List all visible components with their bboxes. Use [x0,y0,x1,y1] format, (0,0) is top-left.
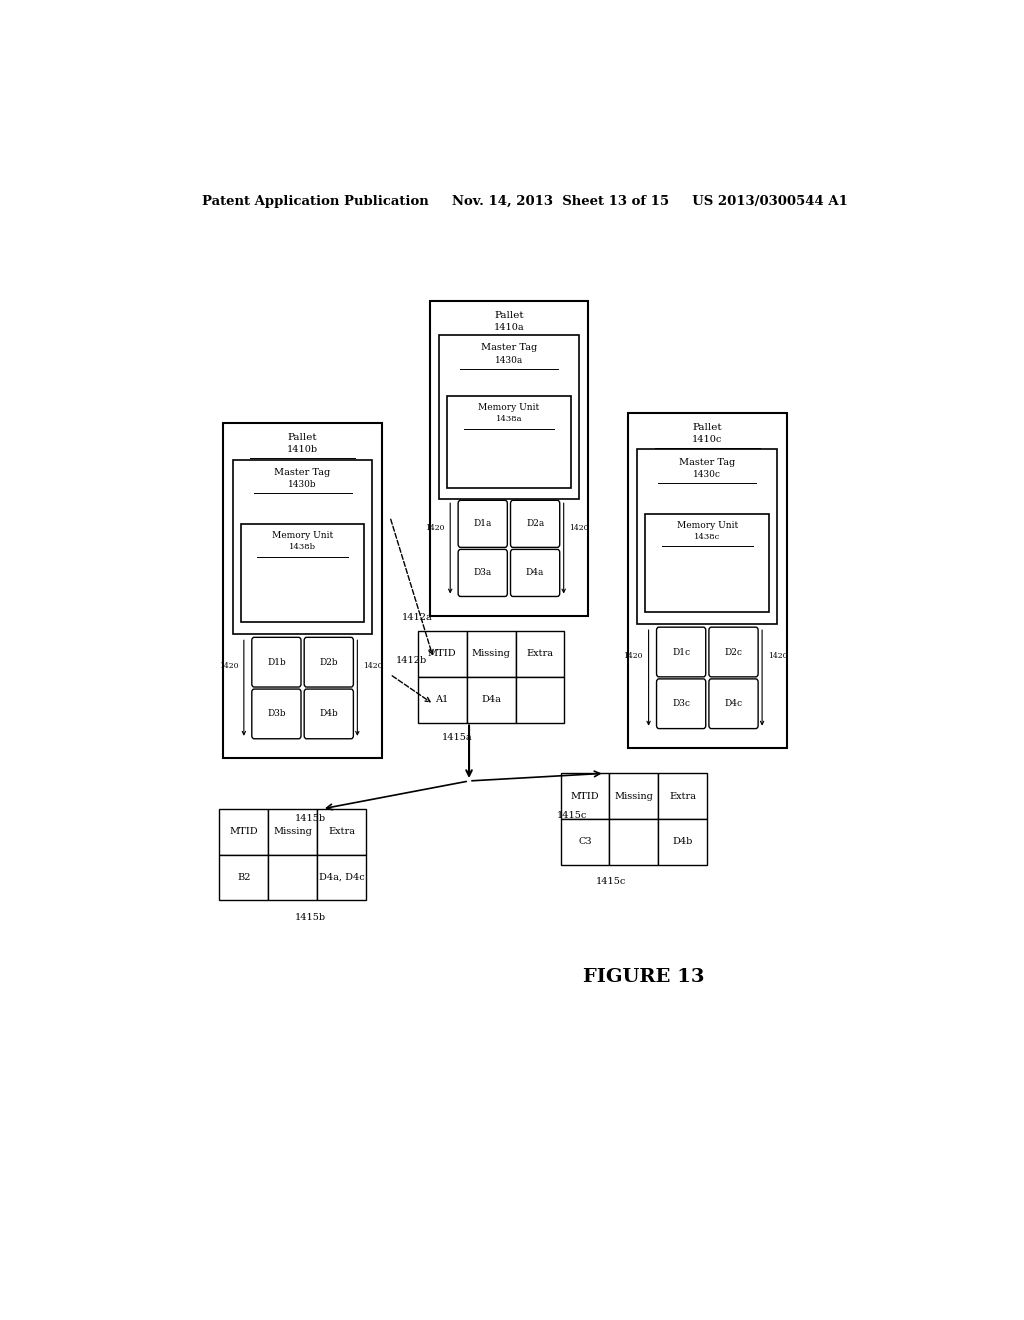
FancyBboxPatch shape [458,549,507,597]
Text: 1410b: 1410b [287,445,318,454]
Text: Memory Unit: Memory Unit [478,403,540,412]
Text: D3a: D3a [474,569,492,577]
Text: D4c: D4c [724,700,742,709]
Text: Patent Application Publication     Nov. 14, 2013  Sheet 13 of 15     US 2013/030: Patent Application Publication Nov. 14, … [202,194,848,207]
Text: Memory Unit: Memory Unit [677,521,738,531]
Text: Missing: Missing [472,649,511,659]
Bar [447,396,570,487]
FancyBboxPatch shape [709,678,758,729]
FancyBboxPatch shape [511,500,560,548]
Text: Missing: Missing [273,828,312,837]
Text: 1420: 1420 [362,663,382,671]
Bar [638,449,777,624]
Bar [219,809,268,854]
Text: Master Tag: Master Tag [481,343,537,352]
Text: 1415c: 1415c [557,810,587,820]
Text: 1430a: 1430a [495,355,523,364]
Bar [645,513,769,611]
Text: 1412b: 1412b [396,656,427,665]
Text: Memory Unit: Memory Unit [272,531,333,540]
Bar [232,459,373,634]
Text: D4a: D4a [481,696,501,704]
Text: 1430b: 1430b [289,480,316,488]
Text: D2c: D2c [725,648,742,656]
Text: 1430c: 1430c [693,470,721,479]
Text: 1420: 1420 [624,652,643,660]
Text: D1c: D1c [672,648,690,656]
FancyBboxPatch shape [458,500,507,548]
Bar [241,524,365,622]
Bar [658,774,708,818]
FancyBboxPatch shape [656,627,706,677]
Bar [268,854,317,900]
Text: 1420: 1420 [569,524,589,532]
Bar [418,677,467,722]
Text: 1415a: 1415a [441,733,472,742]
Text: FIGURE 13: FIGURE 13 [583,968,705,986]
Text: 1410c: 1410c [692,434,723,444]
Bar [467,677,515,722]
Text: Missing: Missing [614,792,653,801]
FancyBboxPatch shape [304,638,353,686]
Bar [515,677,564,722]
Text: Pallet: Pallet [495,312,523,319]
Text: 1420: 1420 [425,524,444,532]
Text: Extra: Extra [328,828,355,837]
Bar [560,774,609,818]
Text: Master Tag: Master Tag [274,467,331,477]
FancyBboxPatch shape [304,689,353,739]
FancyBboxPatch shape [511,549,560,597]
FancyBboxPatch shape [252,689,301,739]
Text: C3: C3 [579,837,592,846]
Bar [317,854,367,900]
Bar [219,854,268,900]
Bar [439,335,579,499]
Text: D2a: D2a [526,519,544,528]
Text: 1415b: 1415b [295,814,326,822]
Bar [628,412,786,748]
Text: MTID: MTID [229,828,258,837]
Bar [268,809,317,854]
Text: Master Tag: Master Tag [679,458,735,466]
Bar [609,774,658,818]
Text: D4a: D4a [526,569,545,577]
Text: D1b: D1b [267,657,286,667]
Text: 1420: 1420 [219,663,239,671]
Text: Extra: Extra [526,649,554,659]
Text: 1438b: 1438b [289,544,316,552]
Text: D4b: D4b [319,709,338,718]
Bar [467,631,515,677]
Text: 1420: 1420 [768,652,787,660]
Text: B2: B2 [237,873,251,882]
FancyBboxPatch shape [656,678,706,729]
Text: A1: A1 [435,696,449,704]
Text: 1438c: 1438c [694,533,721,541]
Text: D3c: D3c [672,700,690,709]
Text: 1415b: 1415b [295,912,326,921]
Bar [430,301,589,615]
Text: D1a: D1a [473,519,492,528]
Text: 1410a: 1410a [494,323,524,333]
Text: MTID: MTID [428,649,457,659]
Text: 1438a: 1438a [496,416,522,424]
Bar [418,631,467,677]
Text: 1412a: 1412a [401,614,432,622]
Text: D4a, D4c: D4a, D4c [318,873,365,882]
Text: D4b: D4b [673,837,693,846]
Text: Pallet: Pallet [692,422,722,432]
FancyBboxPatch shape [252,638,301,686]
Text: D2b: D2b [319,657,338,667]
Bar [560,818,609,865]
Bar [317,809,367,854]
FancyBboxPatch shape [709,627,758,677]
Text: 1415c: 1415c [596,876,627,886]
Bar [609,818,658,865]
Bar [515,631,564,677]
Text: Pallet: Pallet [288,433,317,442]
Bar [658,818,708,865]
Text: MTID: MTID [570,792,599,801]
Text: Extra: Extra [670,792,696,801]
Bar [223,422,382,758]
Text: D3b: D3b [267,709,286,718]
